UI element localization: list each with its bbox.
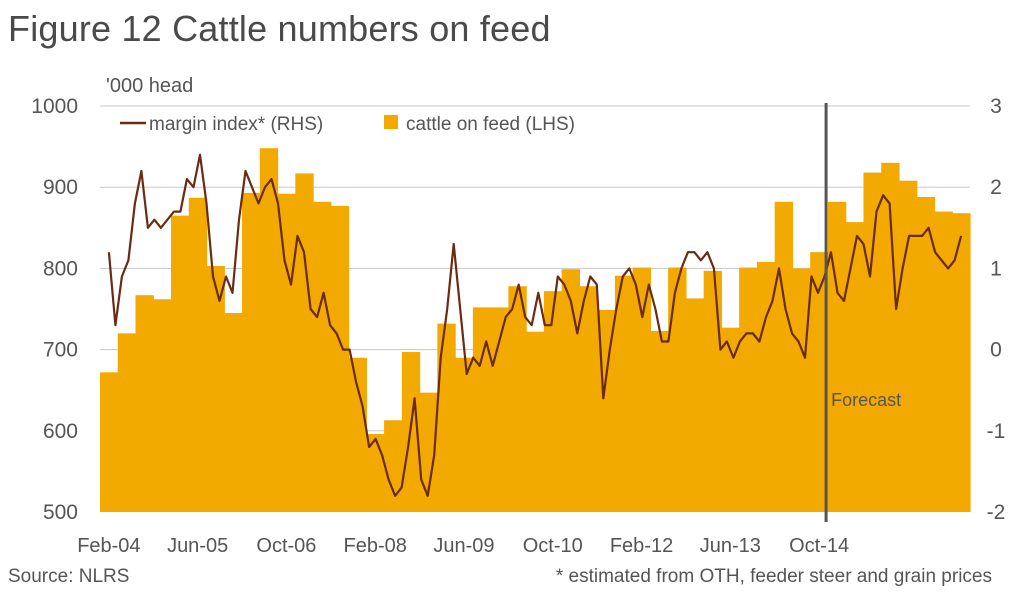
axes: 500 600 700 800 900 1000 -2 -1 0 1 2 3 Feb-04 Jun-05 O… [31,95,1005,557]
bar [792,268,811,512]
x-axis-tick-label: Feb-08 [344,535,407,557]
bar [508,286,527,512]
legend: margin index* (RHS) cattle on feed (LHS) [120,114,575,135]
bar [171,215,190,512]
bar [898,180,918,512]
bar [224,313,243,512]
bar [827,201,847,512]
bar [810,252,829,512]
bar [934,211,953,512]
legend-label-cattle-on-feed: cattle on feed (LHS) [406,114,575,135]
source-note: Source: NLRS [8,566,130,587]
bar [313,201,332,512]
right-axis-tick-label: 0 [990,339,1002,362]
bar [863,172,882,512]
x-axis-tick-label: Feb-04 [77,535,140,557]
bar [295,173,314,512]
bar [366,434,385,512]
left-axis-tick-label: 700 [43,339,78,362]
bar [685,298,705,512]
x-axis-tick-label: Jun-09 [433,535,494,557]
bar [632,267,652,512]
left-axis-tick-label: 500 [43,501,78,524]
right-axis-tick-label: -2 [987,501,1006,524]
bar [650,330,669,512]
bar [526,331,545,512]
bar [242,192,261,512]
bar [952,213,971,512]
bar [561,269,580,512]
right-axis-tick-label: 3 [990,95,1002,118]
bar [259,148,279,512]
bar [703,270,723,512]
x-axis-tick-label: Oct-10 [523,535,583,557]
bar [721,327,740,512]
bar [739,267,758,512]
bar [384,420,403,512]
bar [188,197,208,512]
right-axis-tick-label: 2 [990,176,1002,199]
left-axis-tick-label: 800 [43,257,78,280]
bar [437,323,456,512]
bar [756,261,776,512]
bar [277,193,296,512]
left-axis-tick-label: 900 [43,176,78,199]
bar [845,222,865,512]
bar [153,299,172,512]
bar [916,196,936,512]
bar [206,265,225,512]
bar [614,275,634,512]
bar [117,333,137,512]
x-axis-tick-label: Feb-12 [610,535,673,557]
chart-title: Figure 12 Cattle numbers on feed [8,8,551,49]
bar [472,307,492,512]
bar [419,392,438,512]
bar [774,201,794,512]
left-axis-unit-label: '000 head [106,75,193,97]
left-axis-tick-label: 600 [43,420,78,443]
bar [668,267,687,512]
bar [348,357,367,512]
bar [330,205,350,512]
forecast-marker: Forecast [824,103,901,522]
x-axis-tick-label: Jun-13 [700,535,761,557]
cattle-on-feed-bars [100,148,971,512]
right-axis-tick-label: 1 [990,257,1002,280]
bar [881,162,900,512]
bar [543,291,563,512]
left-axis-tick-label: 1000 [31,95,78,118]
right-axis-tick-label: -1 [987,420,1006,443]
bar [100,372,119,512]
bar [135,295,154,512]
legend-bar-swatch [384,115,398,129]
margin-index-line-group [107,153,963,497]
footnote: * estimated from OTH, feeder steer and g… [555,566,992,587]
x-axis-tick-label: Jun-05 [167,535,228,557]
x-axis-tick-label: Oct-06 [256,535,316,557]
x-axis-tick-label: Oct-14 [789,535,849,557]
bar [579,286,598,512]
legend-label-margin-index: margin index* (RHS) [149,114,323,135]
forecast-label: Forecast [831,390,901,410]
margin-index-line [107,153,963,497]
bar [455,357,474,512]
